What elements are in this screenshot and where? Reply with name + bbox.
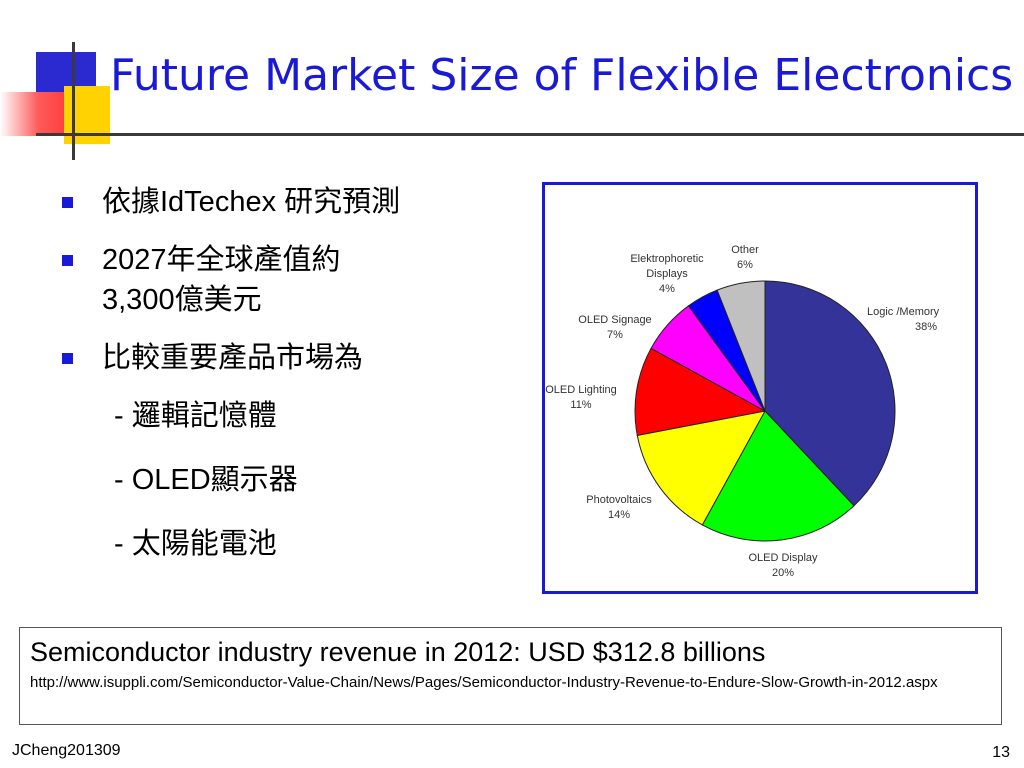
sub-item-oled-display: - OLED顯示器 [114,464,298,496]
slide-title: Future Market Size of Flexible Electroni… [110,50,1014,101]
bullet-item: 比較重要產品市場為 [62,338,532,378]
deco-red-block [0,92,64,136]
footer-author: JCheng201309 [12,742,121,759]
bullet-text-line2: 3,300億美元 [102,284,262,316]
bullet-item: 依據IdTechex 研究預測 [62,182,532,222]
bullet-text: 比較重要產品市場為 [102,342,364,374]
slice-label: OLED Signage 7% [578,314,651,341]
pie-slice [634,347,767,436]
bullet-text: 依據IdTechex 研究預測 [102,186,401,218]
pie-chart-frame: Logic /Memory 38% OLED Display 20% Photovolt… [542,182,978,594]
source-url-link[interactable]: http://www.isuppli.com/Semiconductor-Val… [30,674,938,691]
sub-item-solar-cell: - 太陽能電池 [114,528,277,560]
bullet-text-line1: 2027年全球產值約 [102,244,341,276]
bullet-list: 依據IdTechex 研究預測 2027年全球產值約 3,300億美元 比較重要… [62,182,532,588]
pie-slice [636,410,766,526]
slice-label: OLED Display 20% [748,552,818,579]
title-divider [36,133,1024,136]
slice-label: OLED Lighting 11% [545,384,617,411]
pie-slice [716,280,766,412]
bullet-item: 2027年全球產值約 3,300億美元 [62,240,532,320]
note-box: Semiconductor industry revenue in 2012: … [19,627,1002,725]
slice-label: Photovoltaics 14% [586,494,652,521]
pie-slice [701,410,855,542]
sub-item-logic-memory: - 邏輯記憶體 [114,400,277,432]
note-headline: Semiconductor industry revenue in 2012: … [30,637,766,667]
bullet-square-icon [62,255,73,266]
slice-label: Elektrophoretic Displays 4% [630,253,704,295]
bullet-square-icon [62,353,73,364]
deco-vertical-line [72,42,75,160]
pie-slice [764,280,896,507]
slice-label: Logic /Memory 38% [867,306,940,333]
bullet-square-icon [62,197,73,208]
pie-chart: Logic /Memory 38% OLED Display 20% Photovolt… [545,244,940,579]
page-number: 13 [992,744,1010,761]
slice-label: Other 6% [731,244,759,271]
